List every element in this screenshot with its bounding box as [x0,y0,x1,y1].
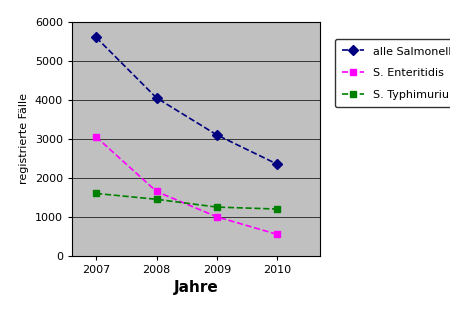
Line: S. Enteritidis: S. Enteritidis [93,134,281,238]
Line: alle Salmonellen: alle Salmonellen [93,34,281,168]
S. Enteritidis [154,190,159,193]
X-axis label: Jahre: Jahre [173,280,218,295]
S. Typhimurium [94,192,99,195]
S. Typhimurium [154,197,159,201]
S. Typhimurium [214,205,220,209]
S. Enteritidis [274,232,280,236]
alle Salmonellen [154,96,159,100]
Legend: alle Salmonellen, S. Enteritidis, S. Typhimurium: alle Salmonellen, S. Enteritidis, S. Typ… [335,39,450,107]
S. Enteritidis [94,135,99,139]
alle Salmonellen [274,162,280,166]
S. Typhimurium [274,207,280,211]
S. Enteritidis [214,215,220,219]
alle Salmonellen [94,36,99,39]
Y-axis label: registrierte Fälle: registrierte Fälle [19,93,29,184]
alle Salmonellen [214,133,220,137]
Line: S. Typhimurium: S. Typhimurium [93,190,281,212]
